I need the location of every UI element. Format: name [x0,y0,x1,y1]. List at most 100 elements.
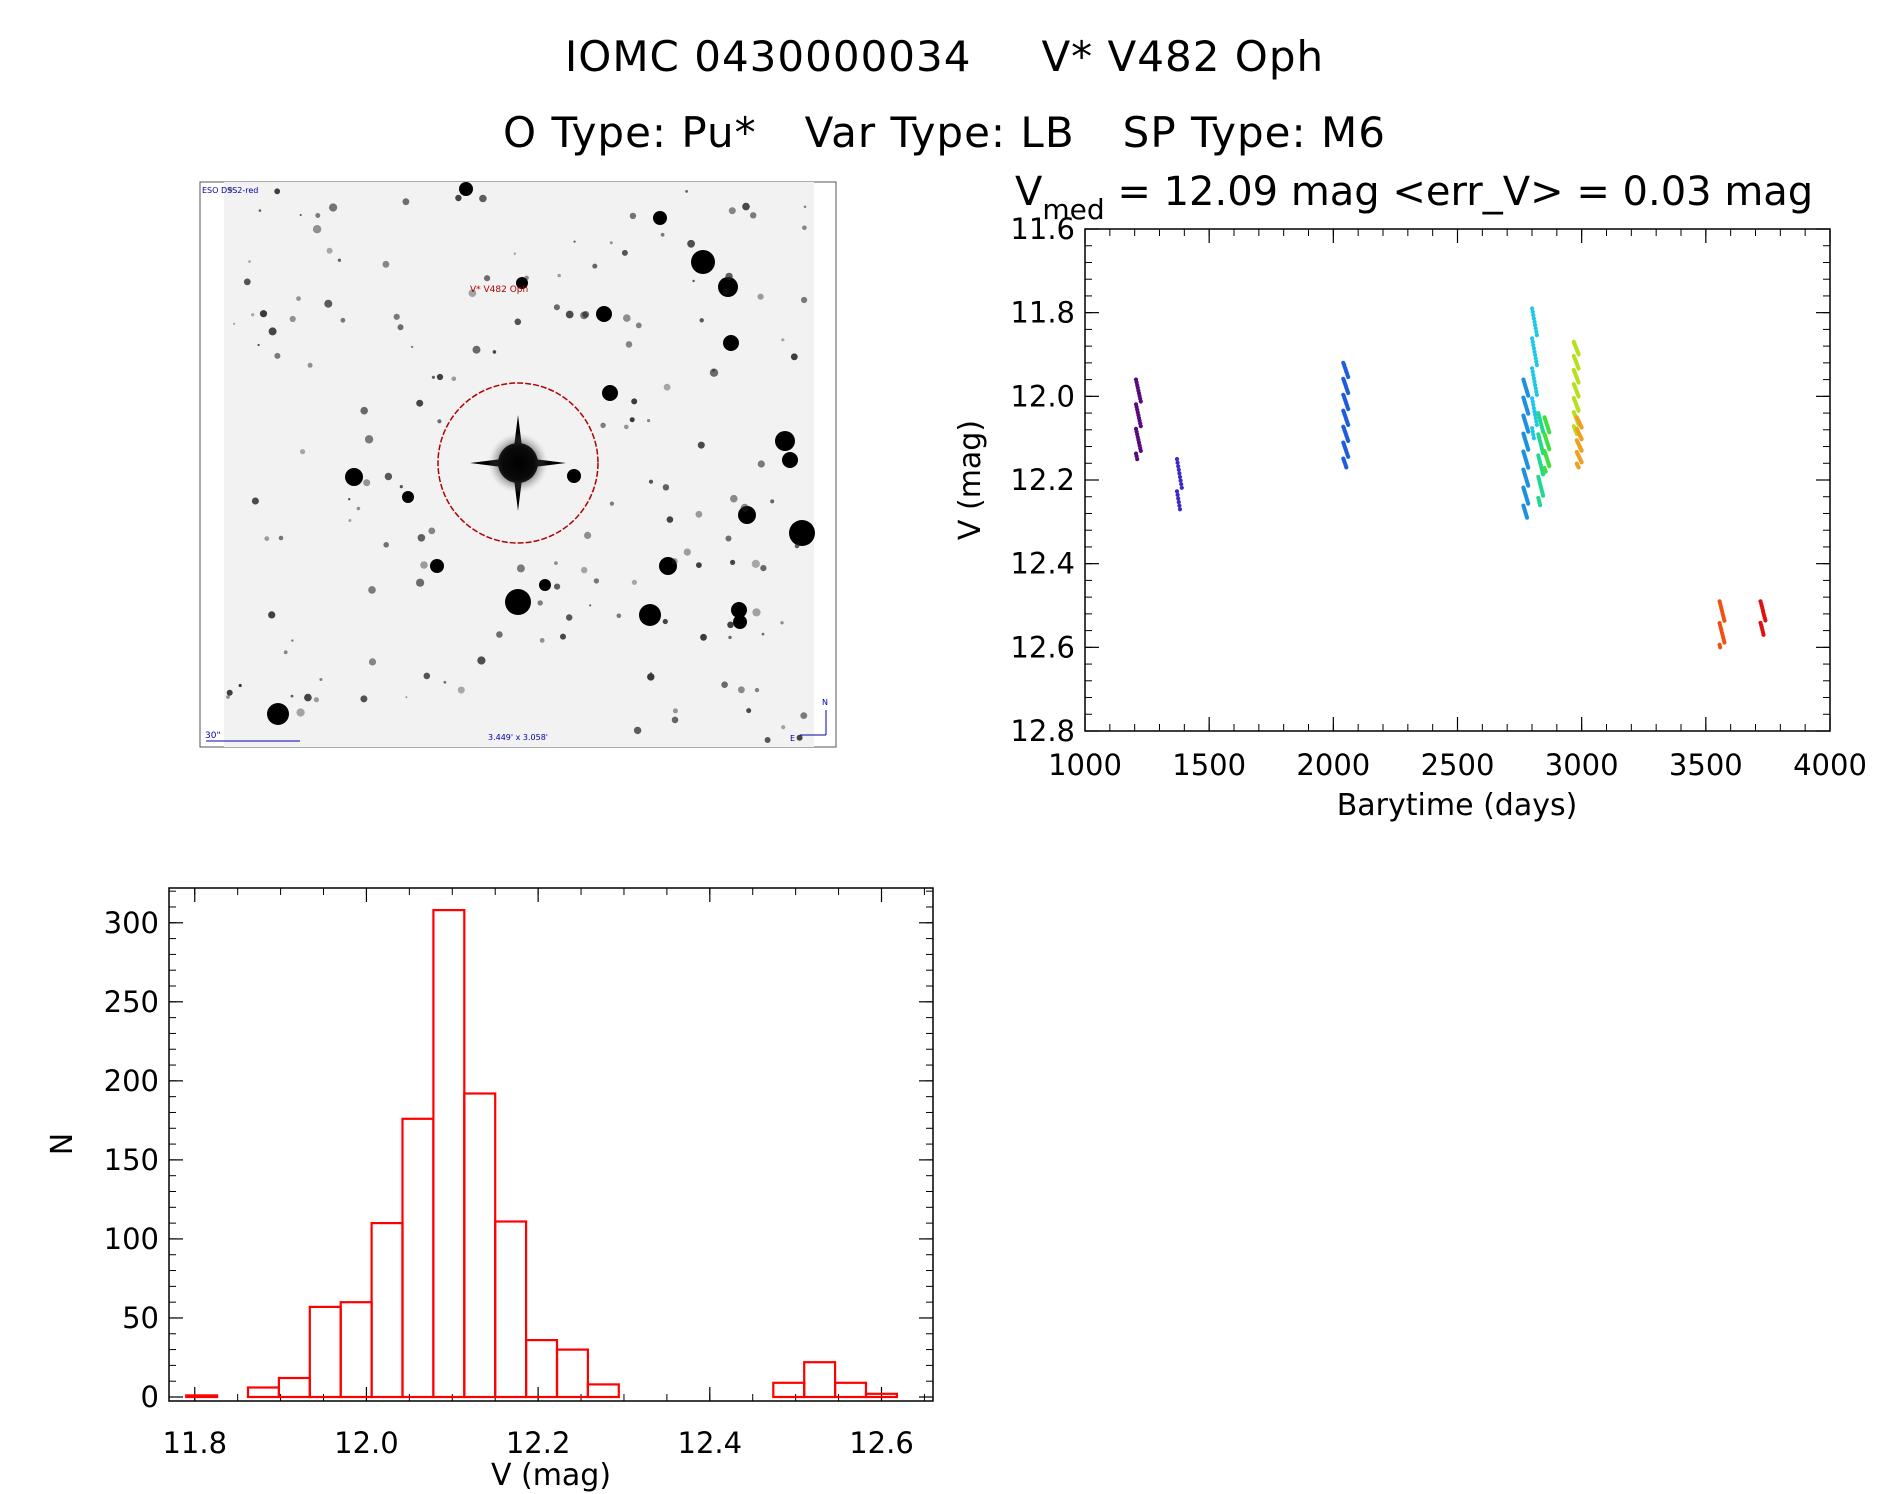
finder-star [431,375,435,379]
finder-star [660,232,665,237]
finder-star [567,469,581,483]
finder-star [780,621,784,625]
finder-star [484,275,491,282]
hist-bar [524,1338,559,1399]
hist-bar [308,1305,342,1399]
finder-star [360,406,369,415]
lc-ytick-label: 12.4 [1010,547,1075,581]
finder-star [794,543,800,549]
finder-star [699,318,704,323]
hist-bar [432,908,466,1399]
lc-title-v: V [1015,169,1043,215]
finder-star [348,498,351,501]
finder-star [740,503,749,512]
lc-point [1534,389,1539,394]
finder-star [492,350,497,354]
lc-point [1531,372,1536,378]
lc-point [1547,430,1552,435]
finder-star [659,557,677,575]
finder-star [554,561,558,565]
lc-xtick-label: 1500 [1172,748,1246,782]
finder-star [368,586,376,594]
finder-star [399,485,403,489]
finder-star [801,296,808,304]
finder-chart: V* V482 Oph ESO DSS2-red 30" 3.449' x 3.… [199,181,837,748]
finder-star [593,578,600,584]
lc-point [1534,419,1539,424]
hist-bar [494,1220,528,1399]
finder-star [600,422,606,428]
finder-star [368,658,377,666]
lc-point [1178,478,1183,483]
hist-bar [833,1381,868,1399]
lc-point [1533,323,1538,328]
lc-title-sub: med [1042,193,1104,226]
finder-star [723,335,739,351]
finder-star [653,211,667,225]
finder-star [443,680,447,684]
finder-star [790,353,798,361]
finder-star [402,198,410,206]
lc-point [1530,339,1535,344]
finder-star [516,564,525,573]
finder-star [696,562,702,568]
lc-point [1530,369,1535,374]
hist-bar [246,1386,280,1399]
finder-star [417,534,426,542]
lc-xtick-label: 1000 [1048,748,1122,782]
finder-star [402,491,414,503]
finder-star [738,686,745,694]
finder-star [457,686,465,694]
lc-point [1138,448,1143,453]
hist-ytick-label: 250 [104,985,159,1019]
lc-point [1530,426,1535,431]
finder-star [764,737,771,743]
lc-point [1526,501,1531,506]
finder-star [496,631,503,638]
finder-star [360,695,368,703]
lc-point [1526,447,1531,452]
lc-point [1576,408,1581,413]
lc-axes-frame [1084,228,1831,732]
finder-star [468,289,477,297]
finder-star [459,182,473,196]
finder-star [770,499,775,504]
lc-point [1346,438,1351,443]
finder-star [566,614,573,621]
lc-point [1534,333,1539,338]
lc-point [1531,406,1536,411]
lc-point [1763,618,1768,623]
finder-star [423,672,431,680]
finder-star [592,263,598,269]
lc-point [1718,645,1723,650]
finder-star [537,600,543,606]
finder-star [687,239,695,248]
lc-ytick-label: 12.8 [1010,714,1075,748]
lc-point [1722,640,1727,645]
lc-point [1177,474,1183,480]
finder-survey-label: ESO DSS2-red [202,186,258,195]
hist-xtick-label: 12.4 [678,1426,743,1460]
lc-point [1176,467,1181,472]
finder-star [416,399,424,407]
finder-star [384,472,393,481]
lc-point [1526,393,1531,398]
finder-star [662,618,668,625]
hist-ylabel: N [45,1133,80,1155]
finder-star [573,240,576,243]
finder-star [329,203,338,212]
hist-bar [370,1221,404,1399]
lc-point [1579,425,1584,430]
hist-bar [803,1361,837,1399]
finder-star [274,352,281,359]
lc-point [1576,352,1581,357]
finder-star [789,520,815,546]
finder-star [633,726,642,735]
lc-point [1538,503,1543,508]
finder-star [428,527,436,535]
lc-point [1177,507,1183,512]
hist-bar [401,1117,435,1399]
lc-point [1346,454,1351,459]
finder-star [616,613,622,619]
lc-ytick-label: 12.6 [1010,630,1075,664]
